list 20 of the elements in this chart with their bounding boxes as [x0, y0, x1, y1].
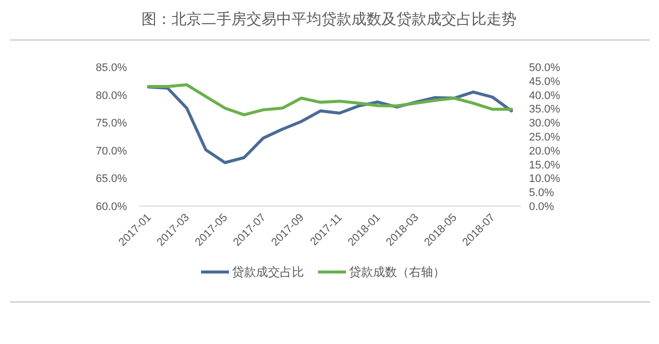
y2-tick-label: 15.0%	[529, 159, 560, 172]
y2-tick-label: 35.0%	[529, 104, 560, 116]
y-tick-label: 70.0%	[96, 145, 128, 158]
legend-label: 贷款成交占比	[232, 265, 304, 279]
y-tick-label: 75.0%	[96, 118, 128, 130]
y2-tick-label: 0.0%	[529, 201, 554, 213]
y2-tick-label: 30.0%	[529, 118, 560, 130]
y-tick-label: 80.0%	[96, 90, 128, 102]
y2-tick-label: 5.0%	[529, 187, 554, 200]
y-tick-label: 65.0%	[96, 173, 128, 186]
y-tick-label: 85.0%	[96, 62, 128, 74]
y2-tick-label: 10.0%	[529, 173, 560, 186]
legend-label: 贷款成数（右轴）	[349, 265, 445, 279]
y2-tick-label: 50.0%	[529, 62, 560, 74]
y2-tick-label: 45.0%	[529, 76, 560, 88]
y-tick-label: 60.0%	[96, 201, 128, 213]
chart-title: 图：北京二手房交易中平均贷款成数及贷款成交占比走势	[142, 11, 516, 28]
y2-tick-label: 20.0%	[529, 145, 560, 158]
y2-tick-label: 25.0%	[529, 132, 560, 144]
y2-tick-label: 40.0%	[529, 90, 560, 102]
